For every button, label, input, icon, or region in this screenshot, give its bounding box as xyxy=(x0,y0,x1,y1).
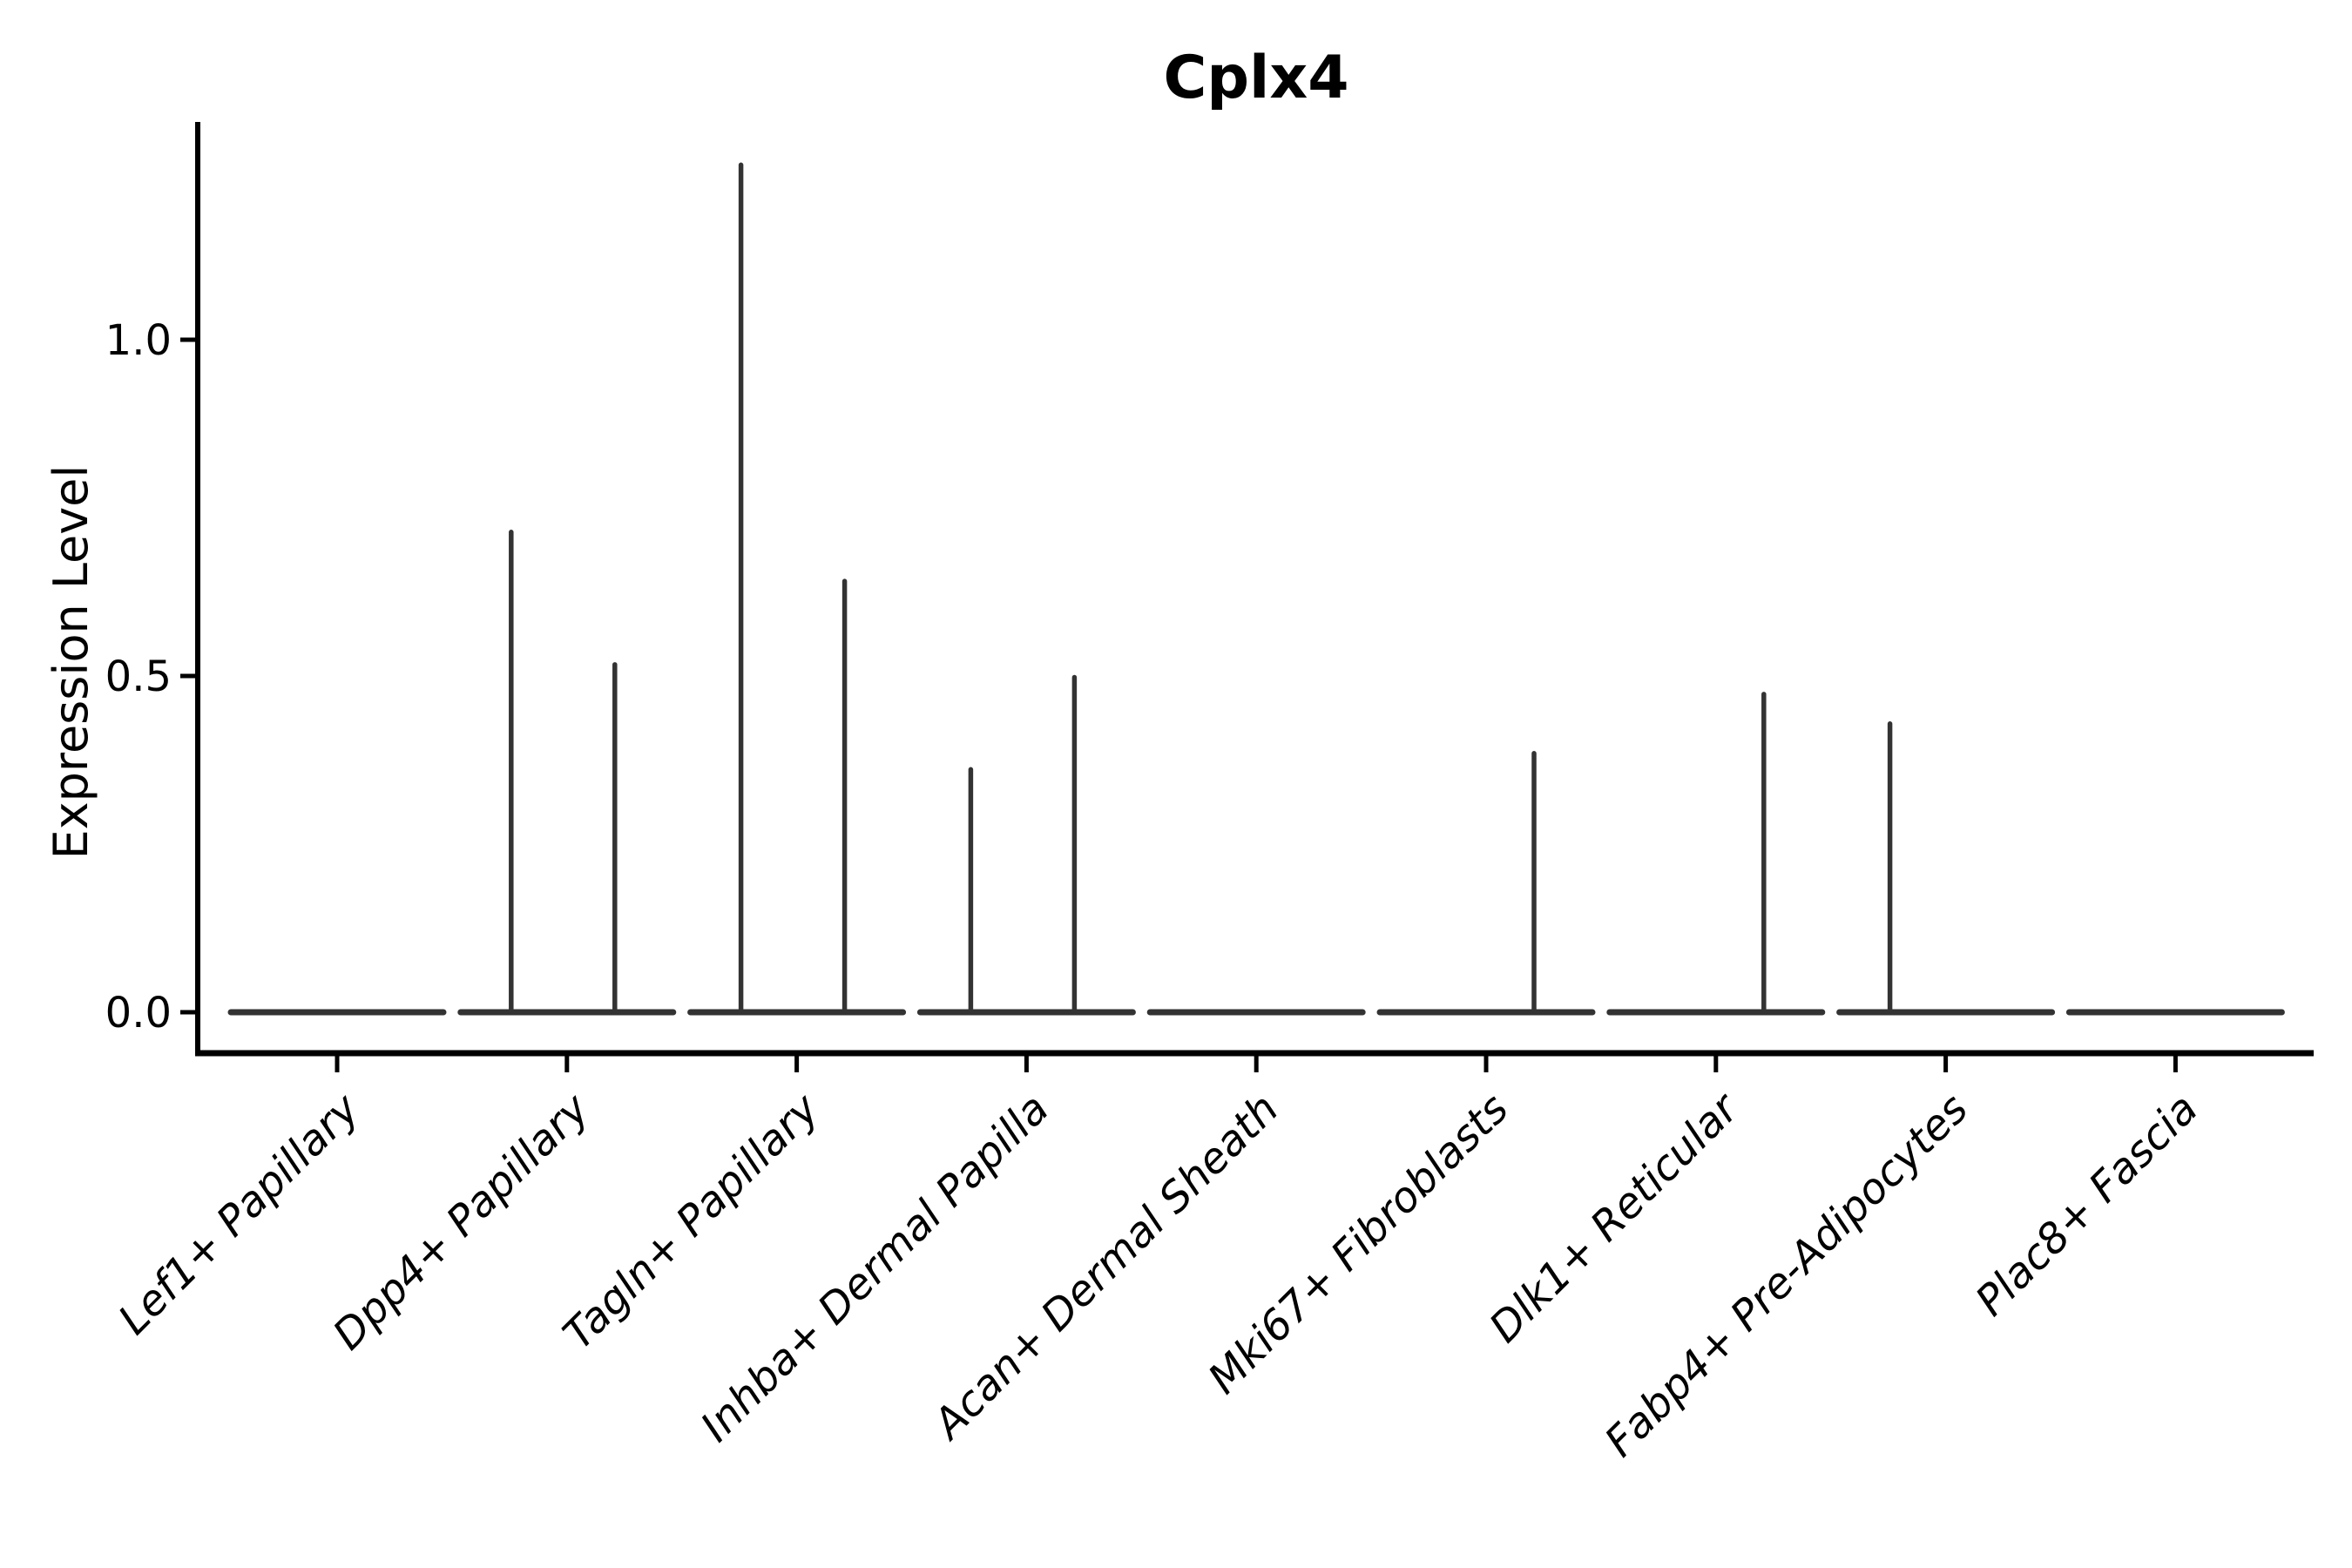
y-tick-label: 0.0 xyxy=(105,989,172,1037)
x-category-label: Plac8+ Fascia xyxy=(1966,1085,2207,1326)
x-category-label: Fabp4+ Pre-Adipocytes xyxy=(1596,1085,1978,1467)
x-category-label: Dpp4+ Papillary xyxy=(324,1084,599,1359)
y-axis-ticks: 1.0 0.5 0.0 xyxy=(105,316,198,1037)
chart-title: Cplx4 xyxy=(1163,44,1348,112)
y-tick-label: 0.5 xyxy=(105,652,172,701)
x-category-label: Lef1+ Papillary xyxy=(109,1084,369,1344)
y-tick-label: 1.0 xyxy=(105,316,172,365)
y-axis-label: Expression Level xyxy=(44,465,98,860)
x-category-label: Dlk1+ Reticular xyxy=(1480,1083,1750,1353)
x-category-label: Tagln+ Papillary xyxy=(554,1084,829,1359)
violins xyxy=(227,162,2285,1016)
